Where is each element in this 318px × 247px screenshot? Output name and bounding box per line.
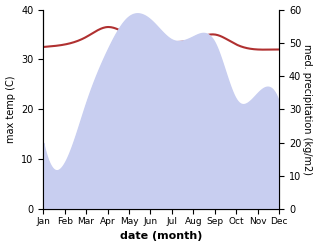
X-axis label: date (month): date (month) — [120, 231, 203, 242]
Y-axis label: max temp (C): max temp (C) — [5, 76, 16, 143]
Y-axis label: med. precipitation (kg/m2): med. precipitation (kg/m2) — [302, 44, 313, 175]
